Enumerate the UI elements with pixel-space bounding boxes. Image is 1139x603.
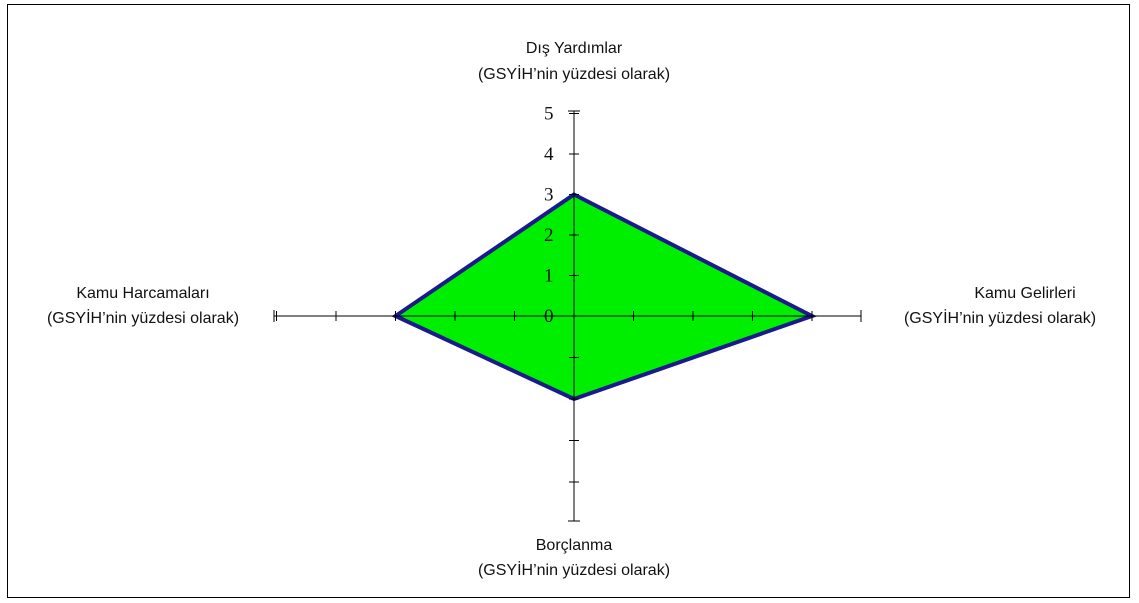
tick-label: 3: [544, 185, 554, 206]
tick-label: 2: [544, 225, 554, 246]
axis-top-unit: (GSYİH’nin yüzdesi olarak): [478, 64, 670, 83]
axis-left-name: Kamu Harcamaları: [76, 285, 209, 302]
tick-label: 1: [544, 266, 554, 287]
axis-right-name: Kamu Gelirleri: [974, 285, 1075, 302]
axis-bottom-name: Borçlanma: [536, 537, 613, 554]
axis-bottom-unit: (GSYİH’nin yüzdesi olarak): [478, 560, 670, 579]
axis-right-unit: (GSYİH’nin yüzdesi olarak): [904, 308, 1096, 327]
axis-left-unit: (GSYİH’nin yüzdesi olarak): [47, 308, 239, 327]
data-polygon: [391, 192, 818, 402]
axis-top-name: Dış Yardımlar: [526, 40, 623, 57]
tick-label: 4: [544, 144, 554, 165]
tick-label: 5: [544, 104, 554, 125]
tick-label: 0: [544, 306, 554, 327]
